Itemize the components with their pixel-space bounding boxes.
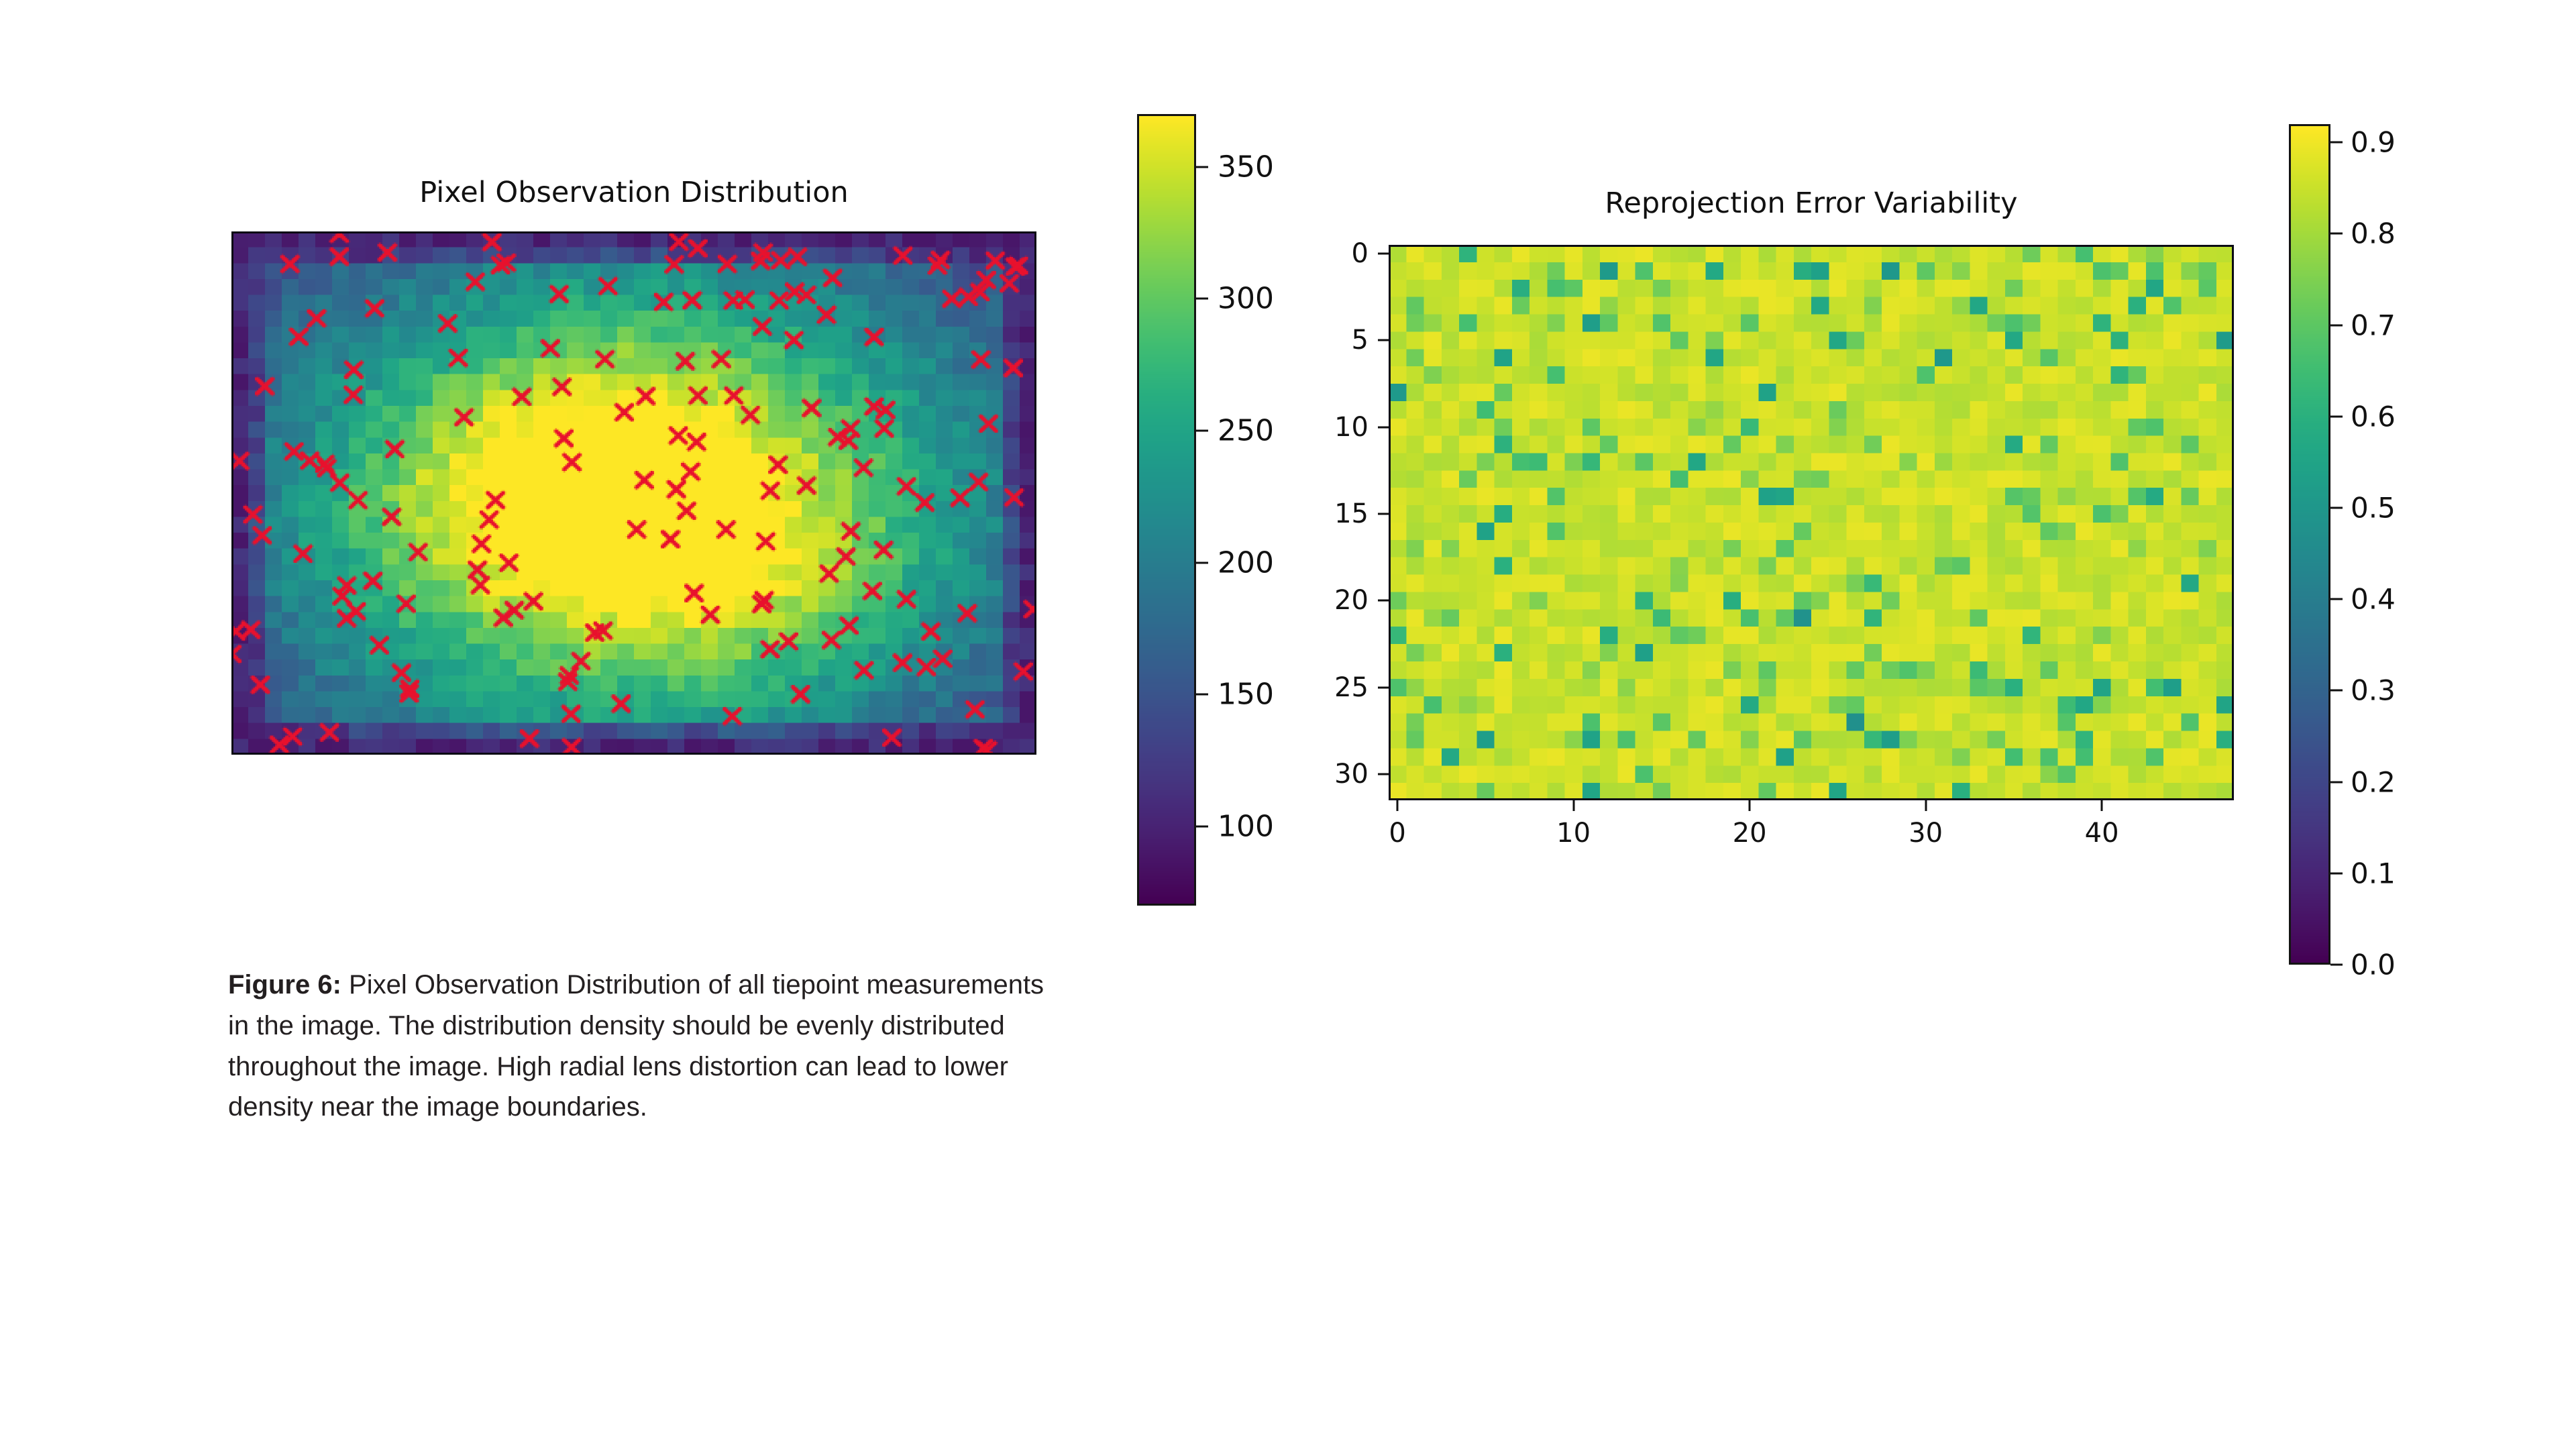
colorbar-tick-mark	[1196, 166, 1208, 168]
figure-6-panel: Pixel Observation Distribution 350 300 250…	[0, 0, 1274, 1122]
colorbar-tick-label: 0.5	[2351, 491, 2396, 525]
colorbar-tick-label: 0.1	[2351, 857, 2396, 890]
figure-7-x-tick-mark	[1925, 800, 1927, 811]
figure-7-y-tick-mark	[1378, 339, 1389, 341]
figure-7-colorbar: 0.9 0.8 0.7 0.6 0.5 0.4 0.3 0.2 0.1 0.0	[2289, 124, 2396, 981]
figure-7-y-tick-mark	[1378, 686, 1389, 689]
colorbar-tick-label: 0.3	[2351, 674, 2396, 707]
figure-7-plot-title: Reprojection Error Variability	[1605, 186, 2018, 220]
colorbar-tick-mark	[2330, 324, 2343, 327]
figure-6-colorbar-gradient	[1137, 114, 1196, 906]
figure-7-x-tick-label: 30	[1909, 818, 1943, 849]
colorbar-tick-mark	[1196, 825, 1208, 828]
figure-6-caption-label: Figure 6:	[228, 970, 341, 1000]
figure-7-y-tick-label: 5	[1351, 325, 1368, 356]
figure-7-x-tick-mark	[1748, 800, 1751, 811]
figure-6-colorbar: 350 300 250 200 150 100	[1137, 114, 1274, 906]
figure-7-x-tick-mark	[1572, 800, 1575, 811]
colorbar-tick-label: 0.6	[2351, 400, 2396, 433]
colorbar-tick-label: 0.9	[2351, 125, 2396, 159]
figure-7-x-tick-mark	[1396, 800, 1399, 811]
colorbar-tick-label: 0.8	[2351, 217, 2396, 250]
colorbar-tick-mark	[2330, 506, 2343, 509]
figure-7-y-tick-mark	[1378, 252, 1389, 255]
colorbar-tick-mark	[2330, 963, 2343, 966]
figure-6-caption-text: Pixel Observation Distribution of all ti…	[228, 970, 1044, 1122]
colorbar-tick-label: 100	[1218, 809, 1274, 844]
figure-7-x-tick-label: 40	[2084, 818, 2119, 849]
colorbar-tick-label: 200	[1218, 545, 1274, 580]
colorbar-tick-mark	[2330, 872, 2343, 875]
colorbar-tick-mark	[1196, 429, 1208, 432]
colorbar-tick-label: 0.4	[2351, 582, 2396, 616]
colorbar-tick-label: 350	[1218, 150, 1274, 184]
colorbar-tick-label: 300	[1218, 281, 1274, 316]
figure-7-y-tick-label: 15	[1334, 498, 1368, 530]
figure-7-y-tick-mark	[1378, 599, 1389, 602]
colorbar-tick-mark	[2330, 781, 2343, 784]
reprojection-error-heatmap	[1389, 245, 2234, 800]
figure-7-x-tick-mark	[2100, 800, 2103, 811]
figure-7-y-tick-label: 10	[1334, 411, 1368, 443]
figure-7-y-tick-mark	[1378, 773, 1389, 775]
pixel-observation-heatmap	[231, 231, 1036, 755]
figure-7-colorbar-gradient	[2289, 124, 2330, 965]
colorbar-tick-mark	[2330, 415, 2343, 418]
figure-7-y-tick-label: 25	[1334, 672, 1368, 703]
figure-7-panel: Reprojection Error Variability 0.9 0.8 0.7…	[1275, 0, 2576, 1006]
colorbar-tick-label: 0.7	[2351, 309, 2396, 342]
colorbar-tick-mark	[1196, 297, 1208, 300]
colorbar-tick-mark	[1196, 693, 1208, 696]
colorbar-tick-mark	[2330, 232, 2343, 235]
colorbar-tick-label: 0.0	[2351, 948, 2396, 981]
figure-7-y-tick-label: 20	[1334, 585, 1368, 616]
colorbar-tick-mark	[2330, 598, 2343, 600]
figure-7-y-tick-mark	[1378, 513, 1389, 515]
figure-6-plot-title: Pixel Observation Distribution	[419, 176, 849, 209]
colorbar-tick-mark	[2330, 141, 2343, 144]
figure-6-caption: Figure 6: Pixel Observation Distribution…	[228, 965, 1060, 1128]
figure-7-x-tick-label: 10	[1556, 818, 1591, 849]
colorbar-tick-label: 250	[1218, 413, 1274, 448]
figure-7-y-tick-label: 30	[1334, 759, 1368, 790]
colorbar-tick-label: 150	[1218, 677, 1274, 712]
colorbar-tick-label: 0.2	[2351, 765, 2396, 799]
figure-7-x-tick-label: 20	[1732, 818, 1767, 849]
colorbar-tick-mark	[2330, 689, 2343, 692]
colorbar-tick-mark	[1196, 561, 1208, 564]
figure-7-y-tick-label: 0	[1351, 237, 1368, 269]
figure-7-x-tick-label: 0	[1389, 818, 1406, 849]
figure-7-y-tick-mark	[1378, 426, 1389, 429]
